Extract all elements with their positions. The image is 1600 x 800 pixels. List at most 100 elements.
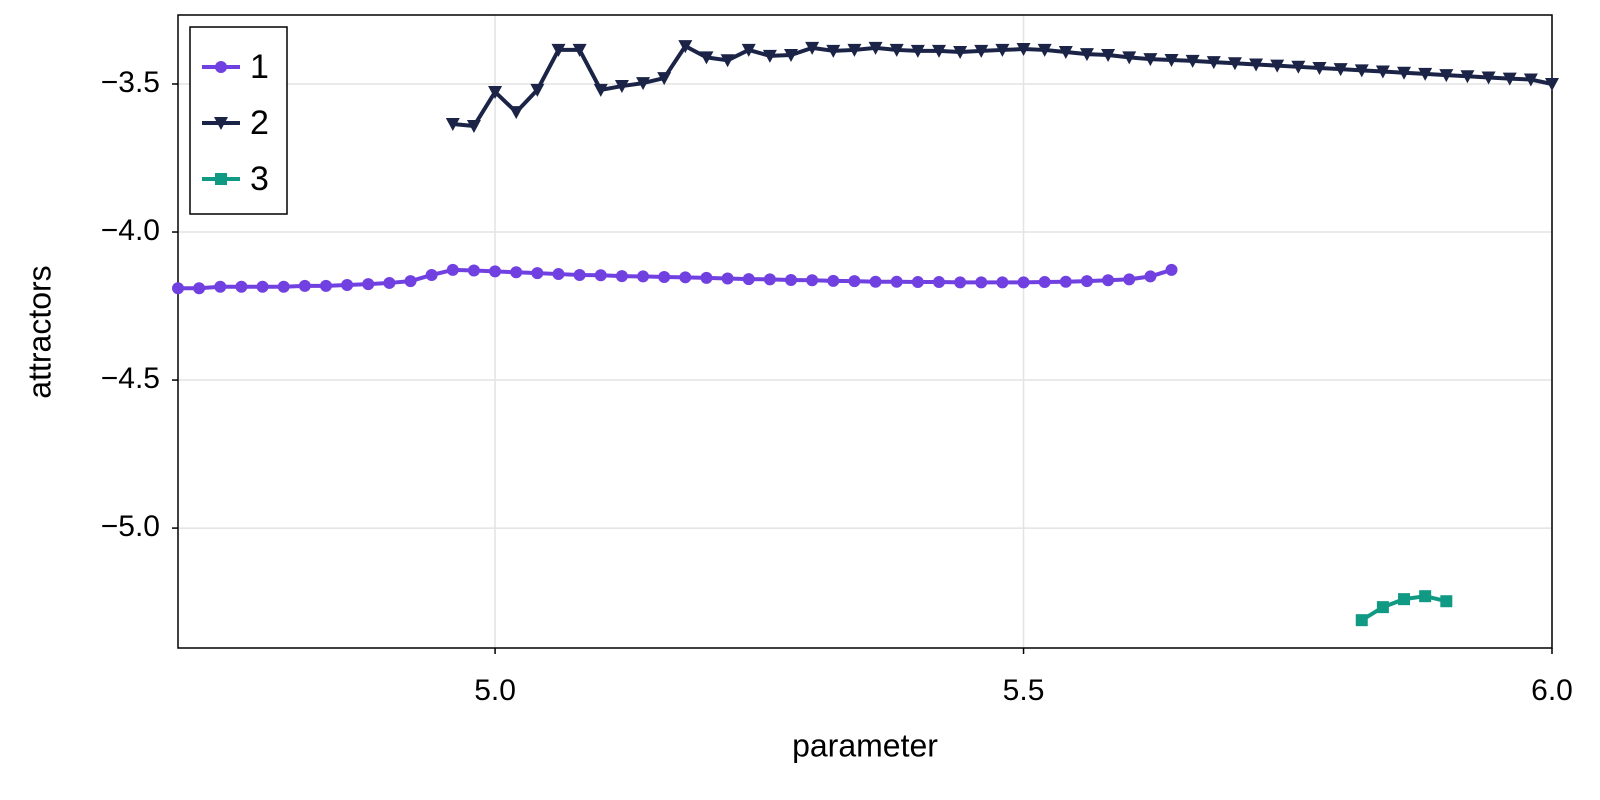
data-point	[637, 270, 650, 283]
data-point	[404, 275, 417, 288]
data-point	[996, 276, 1009, 289]
data-point	[235, 280, 248, 293]
x-axis-label: parameter	[792, 727, 938, 763]
data-point	[1397, 66, 1412, 80]
data-point	[1143, 53, 1158, 67]
data-point	[700, 271, 713, 284]
data-point	[720, 54, 735, 68]
data-point	[1376, 601, 1389, 614]
data-point	[445, 117, 460, 131]
legend-label: 3	[250, 160, 269, 198]
data-point	[974, 44, 989, 58]
data-point	[594, 269, 607, 282]
data-point	[699, 51, 714, 65]
data-point	[1165, 263, 1178, 276]
data-point	[1312, 61, 1327, 75]
data-point	[678, 40, 693, 54]
data-point	[848, 275, 861, 288]
data-point	[551, 43, 566, 57]
data-point	[362, 278, 375, 291]
legend-label: 1	[250, 48, 269, 86]
data-point	[995, 43, 1010, 57]
data-point	[721, 272, 734, 285]
data-point	[531, 267, 544, 280]
legend-marker	[215, 173, 227, 185]
data-point	[1185, 54, 1200, 68]
data-point	[911, 276, 924, 289]
data-point	[827, 274, 840, 287]
data-point	[530, 83, 545, 97]
y-tick-label: −3.5	[101, 66, 160, 99]
x-tick-label: 5.5	[1003, 674, 1045, 707]
data-point	[741, 43, 756, 57]
data-point	[931, 44, 946, 58]
plot-frame	[177, 14, 1553, 649]
series-line	[452, 44, 1553, 129]
data-point	[1291, 60, 1306, 74]
data-point	[1419, 590, 1432, 603]
data-point	[1481, 71, 1496, 85]
data-point	[1355, 614, 1368, 627]
data-point	[1058, 46, 1073, 60]
data-point	[1227, 57, 1242, 71]
data-point	[488, 85, 503, 99]
data-point	[1460, 70, 1475, 84]
data-point	[1249, 58, 1264, 72]
y-axis-label: attractors	[21, 265, 57, 398]
data-point	[869, 275, 882, 288]
data-point	[615, 270, 628, 283]
data-point	[277, 280, 290, 293]
legend: 1 2 3	[189, 26, 288, 215]
data-point	[467, 264, 480, 277]
data-point	[636, 77, 651, 91]
data-point	[446, 263, 459, 276]
data-point	[847, 43, 862, 57]
data-point	[1270, 59, 1285, 73]
data-point	[1354, 64, 1369, 78]
data-point	[489, 265, 502, 278]
data-point	[1017, 276, 1030, 289]
data-point	[341, 279, 354, 292]
data-point	[784, 48, 799, 62]
data-point	[614, 80, 629, 94]
data-point	[1016, 43, 1031, 57]
data-point	[1102, 274, 1115, 287]
data-point	[932, 276, 945, 289]
data-point	[679, 271, 692, 284]
legend-marker	[214, 117, 228, 130]
data-point	[910, 44, 925, 58]
data-point	[975, 276, 988, 289]
data-point	[826, 44, 841, 58]
data-point	[256, 280, 269, 293]
data-point	[573, 268, 586, 281]
data-point	[1398, 593, 1411, 606]
data-point	[509, 106, 524, 120]
data-point	[593, 83, 608, 97]
data-point	[657, 72, 672, 86]
data-point	[868, 41, 883, 55]
data-point	[1038, 276, 1051, 289]
data-point	[1079, 48, 1094, 62]
data-point	[1545, 77, 1559, 91]
data-point	[1059, 275, 1072, 288]
data-point	[953, 46, 968, 60]
data-point	[1523, 73, 1538, 87]
legend-marker	[215, 61, 227, 73]
x-tick-label: 6.0	[1531, 674, 1573, 707]
data-point	[954, 276, 967, 289]
data-point	[890, 275, 903, 288]
data-point	[742, 273, 755, 286]
data-point	[762, 49, 777, 63]
data-point	[658, 271, 671, 284]
y-tick-label: −4.5	[101, 362, 160, 395]
data-point	[319, 279, 332, 292]
data-point	[552, 268, 565, 281]
data-point	[383, 276, 396, 289]
y-tick-label: −5.0	[101, 510, 160, 543]
data-point	[298, 279, 311, 292]
data-point	[1440, 595, 1453, 608]
data-point	[1206, 56, 1221, 70]
data-point	[785, 273, 798, 286]
data-point	[805, 41, 820, 55]
data-point	[510, 266, 523, 279]
